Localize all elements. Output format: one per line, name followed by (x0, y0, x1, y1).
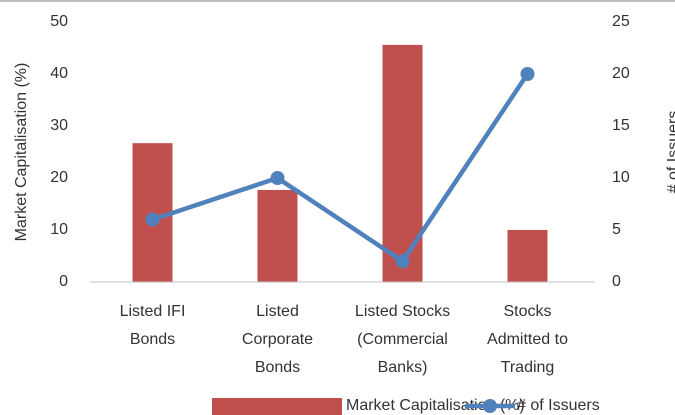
x-tick-label: Listed (256, 303, 299, 320)
legend-swatch (483, 399, 497, 413)
y-axis-title: Market Capitalisation (%) (13, 63, 30, 242)
x-tick-label: Listed Stocks (355, 303, 450, 320)
x-tick-label: Bonds (130, 331, 175, 348)
line-point (145, 212, 160, 227)
bar (382, 44, 423, 282)
bar (132, 143, 173, 282)
x-tick-label: Trading (501, 359, 555, 376)
y-tick-label: 50 (50, 13, 68, 30)
y-tick-label: 30 (50, 117, 68, 134)
legend-label: Market Capitalisation (%) (346, 397, 525, 414)
y2-tick-label: 15 (612, 117, 630, 134)
y2-tick-label: 10 (612, 169, 630, 186)
x-tick-label: Listed IFI (120, 303, 186, 320)
x-tick-label: Corporate (242, 331, 313, 348)
line-point (520, 67, 535, 81)
line-point (395, 254, 410, 269)
y-tick-label: 40 (50, 65, 68, 82)
legend-label: # of Issuers (517, 397, 600, 414)
y2-tick-label: 5 (612, 221, 621, 238)
y-tick-label: 10 (50, 221, 68, 238)
bar (507, 230, 548, 282)
line-point (270, 171, 285, 185)
x-tick-label: Admitted to (487, 331, 568, 348)
bar (257, 189, 298, 282)
x-tick-label: Stocks (503, 303, 551, 320)
y2-axis-title: # of Issuers (665, 111, 675, 194)
x-tick-label: Bonds (255, 359, 300, 376)
x-tick-label: Banks) (378, 359, 428, 376)
line (151, 72, 530, 264)
y-tick-label: 20 (50, 169, 68, 186)
legend-swatch (212, 398, 342, 415)
y2-tick-label: 0 (612, 273, 621, 290)
x-tick-label: (Commercial (357, 331, 448, 348)
y2-tick-label: 25 (612, 13, 630, 30)
y2-tick-label: 20 (612, 65, 630, 82)
y-tick-label: 0 (59, 273, 68, 290)
